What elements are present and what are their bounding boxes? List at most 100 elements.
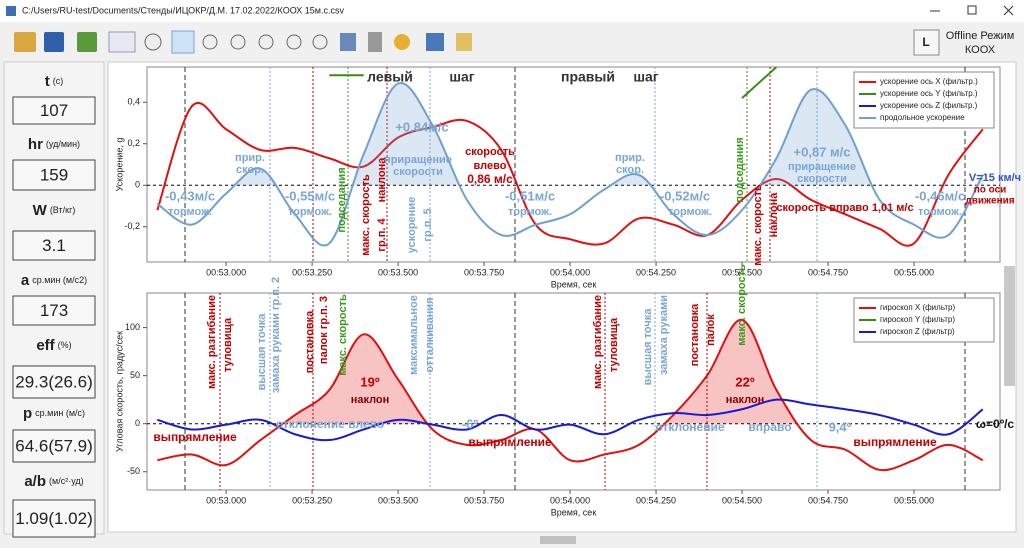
annotation: ω=0º/c <box>976 417 1015 431</box>
annotation: правый <box>561 69 615 85</box>
annotation: наклон <box>726 394 765 406</box>
y-tick-label: 0,2 <box>127 138 140 148</box>
metric-value: 1.09(1.02) <box>15 509 93 528</box>
annotation: тормож. <box>668 206 712 218</box>
y-tick-label: 0 <box>135 180 140 190</box>
x-tick-label: 00:53.750 <box>464 267 504 277</box>
annotation: скорости <box>797 173 847 185</box>
zoom-icon[interactable] <box>144 33 162 51</box>
zoom-x-in[interactable] <box>202 34 218 50</box>
save-icon[interactable] <box>44 32 64 52</box>
metric-label: a/b (м/с²·уд) <box>24 473 83 490</box>
annotation: -6º <box>462 416 479 431</box>
open-icon[interactable] <box>14 32 36 52</box>
annotation: скорость <box>465 146 515 158</box>
legend-label: гироскоп X (фильтр) <box>880 303 955 312</box>
y-tick-label: 0,4 <box>127 97 140 107</box>
annotation: макс. скорость <box>752 184 764 266</box>
annotation: высшая точка <box>256 313 268 391</box>
restore-button[interactable] <box>967 5 977 15</box>
annotation: отталкивания <box>424 297 436 372</box>
x-tick-label: 00:53.000 <box>206 267 246 277</box>
annotation: замаха руками <box>658 295 670 375</box>
annotation: макс. разгибание <box>206 295 218 389</box>
metric-box <box>12 429 96 463</box>
metric-value: 173 <box>40 301 68 320</box>
x-tick-label: 00:54.000 <box>550 267 590 277</box>
scroll-thumb[interactable] <box>540 536 576 544</box>
metric-name: p <box>23 405 32 422</box>
metric-value: 107 <box>40 101 68 120</box>
annotation: +0,87 м/с <box>794 144 851 159</box>
annotation: палок <box>705 314 717 346</box>
annotation: скор. <box>236 164 264 176</box>
legend-label: ускорение ось X (фильтр.) <box>880 77 978 86</box>
legend-box <box>853 297 995 343</box>
annotation: левый <box>367 69 413 85</box>
x-tick-label: 00:54.500 <box>722 267 762 277</box>
app-icon <box>6 6 16 16</box>
y-axis-title: Ускорение, g <box>114 138 124 192</box>
refresh-icon[interactable] <box>394 34 410 50</box>
x-tick-label: 00:54.000 <box>550 495 590 505</box>
metric-unit: (c) <box>53 76 64 86</box>
mode-button-box[interactable] <box>913 29 940 56</box>
x-tick-label: 00:53.500 <box>378 495 418 505</box>
metric-name: hr <box>28 136 43 153</box>
metric-box <box>12 295 96 326</box>
x-tick-label: 00:55.000 <box>894 267 934 277</box>
y-tick-label: -0,2 <box>124 221 140 231</box>
chart-icon[interactable] <box>108 31 136 53</box>
annotation: -0,51м/с <box>505 188 555 203</box>
plot-layer <box>147 67 1000 262</box>
annotation: тормож. <box>168 206 212 218</box>
series-line <box>156 82 984 247</box>
zoom-fit[interactable] <box>312 34 328 50</box>
metric-box <box>12 159 96 191</box>
metric-value: 29.3(26.6) <box>15 372 93 391</box>
annotation: туловища <box>608 317 620 372</box>
metric-unit: (уд/мин) <box>46 139 80 149</box>
metric-unit: (м/с²·уд) <box>49 476 84 486</box>
mode-button[interactable]: L <box>922 35 929 49</box>
legend-box <box>853 71 995 129</box>
annotation: +0,84м/с <box>395 119 448 134</box>
legend-label: продольное ускорение <box>880 113 965 122</box>
x-tick-label: 00:55.000 <box>894 495 934 505</box>
x-axis-title: Время, сек <box>551 279 597 289</box>
annotation: макс. скорость <box>360 174 372 256</box>
annotation: шаг <box>449 69 474 85</box>
annotation: отклонение влево <box>276 417 384 431</box>
metric-name: a <box>21 272 30 289</box>
cut-icon[interactable] <box>340 33 356 51</box>
image-icon[interactable] <box>426 33 444 51</box>
metric-label: p ср.мин (м/с) <box>23 405 85 422</box>
tool-icon[interactable] <box>456 33 472 51</box>
close-button[interactable] <box>1003 5 1014 16</box>
zoom-y-in[interactable] <box>258 34 274 50</box>
annotation: скорости <box>393 166 443 178</box>
vertical-scrollbar[interactable] <box>1004 266 1015 386</box>
annotation: скор. <box>616 164 644 176</box>
zoom-y-out[interactable] <box>286 34 302 50</box>
metric-name: a/b <box>24 473 46 490</box>
pointer-icon[interactable] <box>171 30 195 54</box>
annotation: выпрямление <box>853 435 937 449</box>
annotation: прир. <box>615 152 645 164</box>
x-tick-label: 00:53.750 <box>464 495 504 505</box>
metric-name: eff <box>36 337 55 354</box>
zoom-x-out[interactable] <box>230 34 246 50</box>
calc-icon[interactable] <box>368 32 382 52</box>
y-tick-label: -50 <box>127 466 140 476</box>
annotation: по оси <box>974 185 1007 196</box>
legend-label: ускорение ось Z (фильтр.) <box>880 101 978 110</box>
annotation: туловища <box>222 317 234 372</box>
y-tick-label: 50 <box>130 370 140 380</box>
annotation: приращение <box>384 154 452 166</box>
metric-unit: (Вт/кг) <box>50 205 76 215</box>
table-icon[interactable] <box>77 32 97 52</box>
legend-label: ускорение ось Y (фильтр.) <box>880 89 978 98</box>
annotation: ускорение <box>406 197 418 253</box>
annotation: наклона <box>376 157 388 203</box>
annotation: макс. скорость <box>337 294 349 376</box>
